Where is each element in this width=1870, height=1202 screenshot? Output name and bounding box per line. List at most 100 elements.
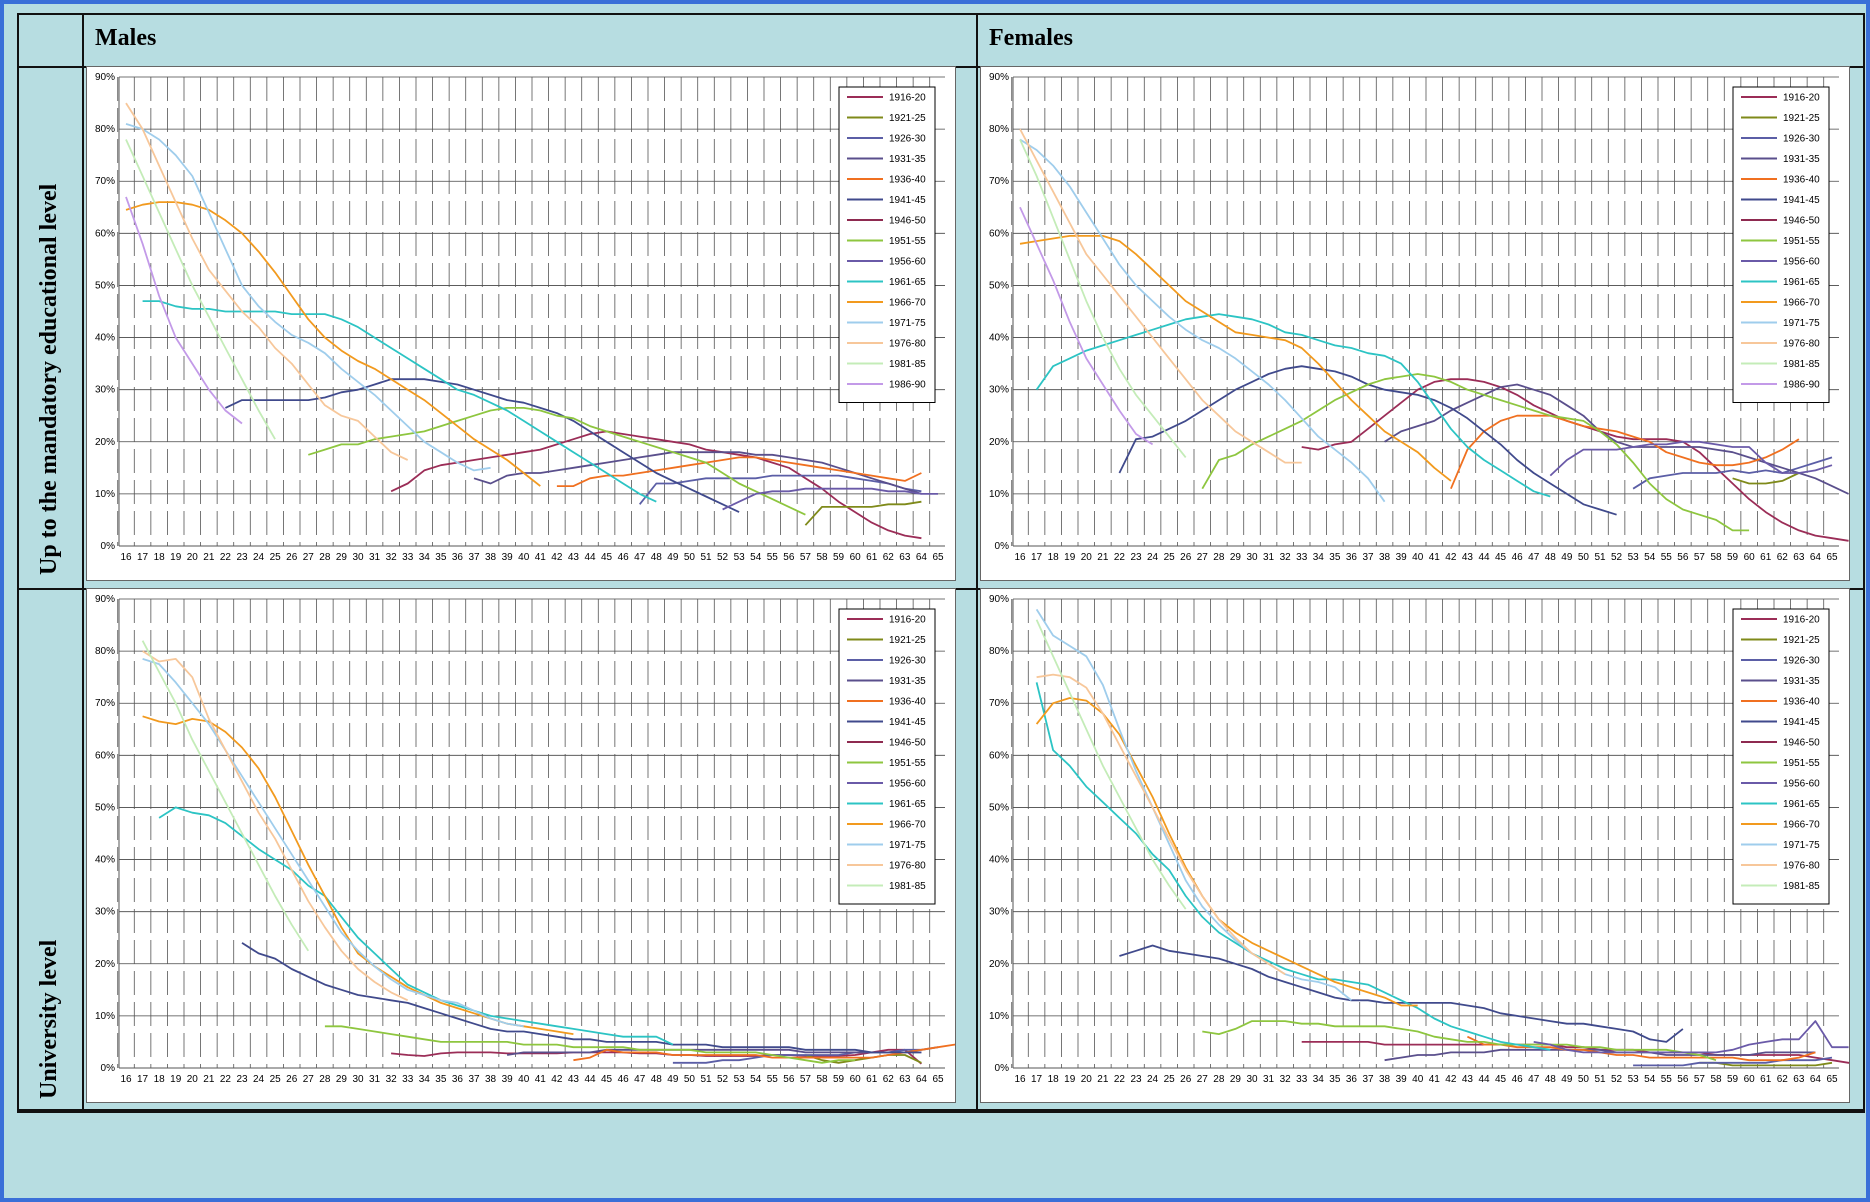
x-tick-label: 21	[203, 552, 215, 563]
x-tick-label: 33	[1296, 1074, 1308, 1085]
x-tick-label: 36	[1346, 1074, 1358, 1085]
legend-label: 1921-25	[889, 113, 926, 124]
legend-label: 1926-30	[1783, 134, 1820, 145]
y-tick-label: 90%	[95, 72, 115, 83]
x-tick-label: 49	[667, 552, 679, 563]
series-line-1941-45	[241, 942, 922, 1054]
legend-label: 1936-40	[889, 175, 926, 186]
x-tick-label: 22	[220, 552, 232, 563]
legend-label: 1931-35	[889, 154, 926, 165]
x-tick-label: 62	[883, 552, 895, 563]
x-tick-label: 56	[1677, 1074, 1689, 1085]
y-tick-label: 0%	[101, 1063, 116, 1074]
x-tick-label: 30	[352, 552, 364, 563]
y-tick-label: 40%	[989, 333, 1009, 344]
x-tick-label: 42	[1445, 552, 1457, 563]
x-tick-label: 58	[816, 1074, 828, 1085]
series-line-1971-75	[125, 123, 491, 472]
x-tick-label: 64	[1810, 552, 1822, 563]
x-tick-label: 46	[1512, 1074, 1524, 1085]
x-tick-label: 31	[369, 1074, 381, 1085]
series-line-1921-25	[804, 500, 922, 526]
legend-label: 1966-70	[1783, 298, 1820, 309]
legend-label: 1916-20	[1783, 615, 1820, 626]
x-tick-label: 19	[170, 552, 182, 563]
legend-label: 1921-25	[1783, 113, 1820, 124]
x-tick-label: 60	[850, 1074, 862, 1085]
legend-label: 1951-55	[1783, 236, 1820, 247]
x-tick-label: 31	[1263, 552, 1275, 563]
legend-label: 1951-55	[1783, 758, 1820, 769]
y-tick-label: 0%	[101, 541, 116, 552]
y-tick-label: 70%	[95, 176, 115, 187]
x-tick-label: 30	[1246, 552, 1258, 563]
series-line-1966-70	[142, 715, 574, 1035]
legend-label: 1966-70	[889, 820, 926, 831]
x-tick-label: 63	[899, 552, 911, 563]
x-tick-label: 47	[1528, 1074, 1540, 1085]
x-tick-label: 30	[352, 1074, 364, 1085]
legend-label: 1976-80	[889, 339, 926, 350]
x-tick-label: 20	[1081, 552, 1093, 563]
chart-males-mandatory: 0% 10% 20% 30% 40% 50% 60% 70% 80% 90% 16 17 18 19 20 2…	[86, 66, 956, 581]
legend-label: 1941-45	[889, 717, 926, 728]
legend-label: 1976-80	[1783, 861, 1820, 872]
x-tick-label: 52	[1611, 1074, 1623, 1085]
y-tick-label: 20%	[95, 959, 115, 970]
x-tick-label: 65	[1826, 552, 1838, 563]
x-tick-label: 44	[584, 552, 596, 563]
legend-label: 1946-50	[889, 738, 926, 749]
x-tick-label: 24	[253, 552, 265, 563]
y-tick-label: 10%	[95, 489, 115, 500]
x-tick-label: 42	[1445, 1074, 1457, 1085]
x-tick-label: 27	[1197, 1074, 1209, 1085]
legend-label: 1921-25	[889, 635, 926, 646]
series-line-1936-40	[556, 456, 922, 488]
legend-label: 1961-65	[889, 799, 926, 810]
x-tick-label: 57	[1694, 552, 1706, 563]
legend-label: 1936-40	[1783, 175, 1820, 186]
x-tick-label: 23	[1130, 1074, 1142, 1085]
x-tick-label: 37	[1362, 1074, 1374, 1085]
x-tick-label: 50	[684, 1074, 696, 1085]
chart-svg: 0% 10% 20% 30% 40% 50% 60% 70% 80% 90% 16 17 18 19 20 2…	[95, 72, 945, 563]
x-tick-label: 44	[584, 1074, 596, 1085]
x-tick-label: 41	[535, 1074, 547, 1085]
x-tick-label: 60	[1744, 1074, 1756, 1085]
x-tick-label: 48	[1545, 1074, 1557, 1085]
x-tick-label: 51	[700, 552, 712, 563]
x-tick-label: 60	[1744, 552, 1756, 563]
x-tick-label: 39	[502, 1074, 514, 1085]
x-tick-label: 26	[286, 552, 298, 563]
x-tick-label: 57	[800, 552, 812, 563]
legend: 1916-20 1921-25 1926-30 1931-35 1936-40 1941-…	[838, 86, 936, 403]
y-tick-label: 20%	[989, 959, 1009, 970]
y-tick-label: 10%	[95, 1011, 115, 1022]
x-tick-label: 63	[1793, 552, 1805, 563]
series-line-1976-80	[1019, 128, 1302, 464]
y-tick-label: 60%	[989, 750, 1009, 761]
x-tick-label: 30	[1246, 1074, 1258, 1085]
legend-label: 1986-90	[889, 380, 926, 391]
x-tick-label: 56	[783, 1074, 795, 1085]
x-tick-label: 46	[618, 552, 630, 563]
x-tick-label: 25	[270, 552, 282, 563]
x-tick-label: 64	[916, 552, 928, 563]
x-tick-label: 62	[1777, 1074, 1789, 1085]
x-tick-label: 23	[236, 552, 248, 563]
series-line-1966-70	[1035, 697, 1418, 1007]
x-tick-label: 45	[601, 1074, 613, 1085]
x-tick-label: 39	[502, 552, 514, 563]
x-tick-label: 19	[170, 1074, 182, 1085]
x-tick-label: 38	[485, 1074, 497, 1085]
legend-label: 1926-30	[889, 656, 926, 667]
series-line-1936-40	[1467, 1035, 1816, 1062]
table-divider	[976, 15, 978, 1111]
y-tick-label: 30%	[989, 385, 1009, 396]
y-tick-label: 30%	[95, 385, 115, 396]
x-tick-label: 18	[1048, 552, 1060, 563]
x-tick-label: 60	[850, 552, 862, 563]
series-line-1931-35	[473, 451, 922, 495]
x-tick-label: 41	[535, 552, 547, 563]
